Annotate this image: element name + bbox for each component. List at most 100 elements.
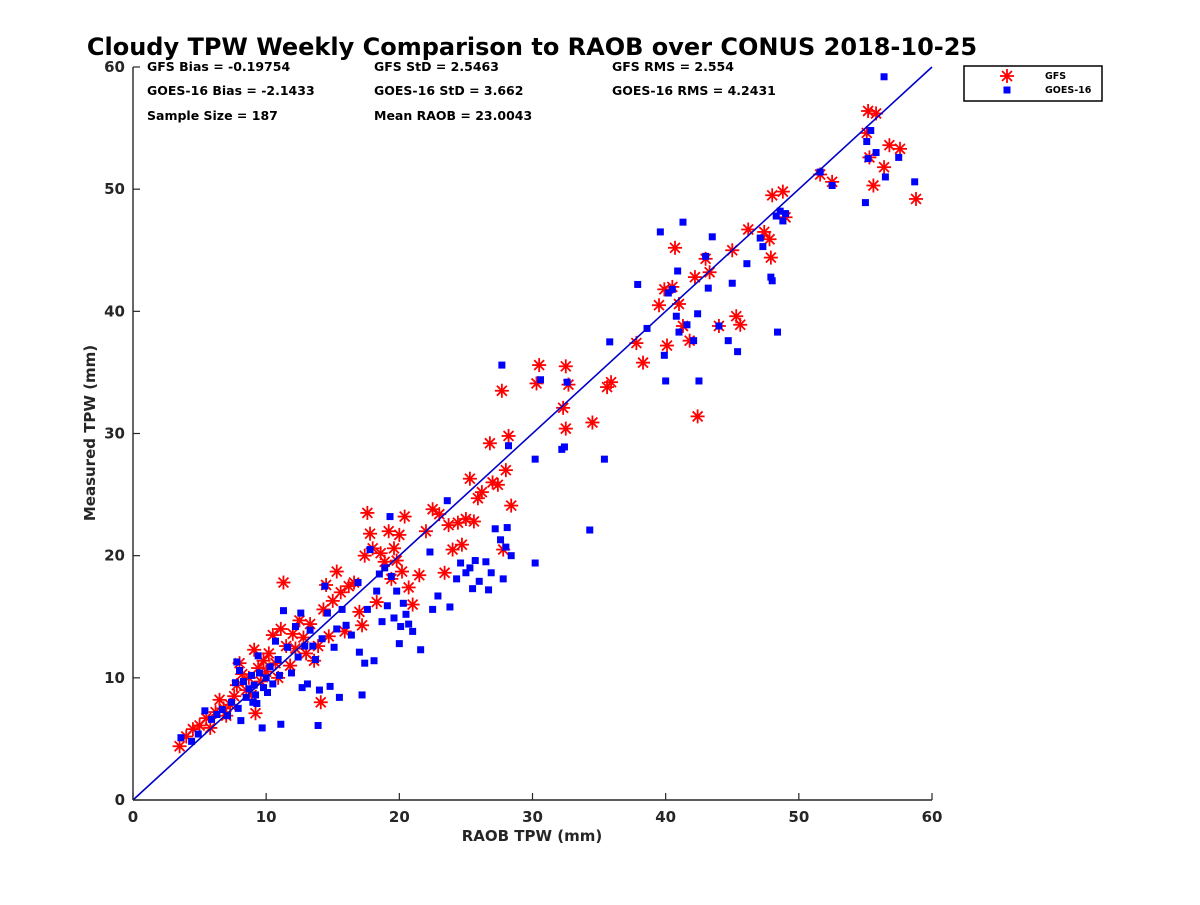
goes16-point (664, 289, 672, 297)
goes16-point (715, 322, 723, 330)
goes16-point (294, 653, 302, 661)
goes16-point (672, 312, 680, 320)
x-tick-label: 30 (522, 808, 543, 826)
goes16-point (279, 607, 287, 615)
goes16-point (446, 603, 454, 611)
goes16-point (301, 642, 309, 650)
goes16-point (298, 684, 306, 692)
goes16-point (816, 168, 824, 176)
goes16-point (177, 734, 185, 742)
y-tick-label: 20 (104, 547, 125, 565)
goes16-point (315, 686, 323, 694)
goes16-point (236, 667, 244, 675)
x-tick-label: 10 (256, 808, 277, 826)
legend-box (963, 65, 1103, 102)
goes16-point (252, 691, 260, 699)
gfs-point (558, 359, 573, 374)
gfs-point (501, 428, 516, 443)
goes16-point (695, 377, 703, 385)
legend-label-gfs: GFS (1045, 71, 1066, 82)
goes16-point (287, 669, 295, 677)
goes16-point (675, 328, 683, 336)
gfs-point (387, 541, 402, 556)
goes16-point (734, 348, 742, 356)
goes16-point (505, 442, 513, 450)
gfs-point (405, 597, 420, 612)
gfs-point (248, 706, 263, 721)
goes16-point (373, 587, 381, 595)
y-tick-label: 50 (104, 180, 125, 198)
goes16-point (260, 684, 268, 692)
gfs-point (401, 580, 416, 595)
gfs-point (532, 358, 547, 373)
gfs-point (490, 477, 505, 492)
goes16-point (563, 378, 571, 386)
goes16-point (269, 680, 277, 688)
goes16-point (507, 552, 515, 560)
y-tick-label: 0 (115, 791, 125, 809)
gfs-point (397, 509, 412, 524)
stat-gfs-std: GFS StD = 2.5463 (374, 59, 499, 74)
stat-goes16-bias: GOES-16 Bias = -2.1433 (147, 83, 315, 98)
goes16-point (457, 559, 465, 567)
goes16-point (895, 153, 903, 161)
goes16-point (303, 680, 311, 688)
goes16-point (767, 273, 775, 281)
goes16-point (417, 646, 425, 654)
goes16-point (254, 652, 262, 660)
gfs-point (369, 595, 384, 610)
stat-sample-size: Sample Size = 187 (147, 108, 278, 123)
gfs-point (882, 138, 897, 153)
goes16-point (497, 536, 505, 544)
goes16-point (683, 321, 691, 329)
gfs-point (381, 524, 396, 539)
gfs-point (556, 400, 571, 415)
goes16-point (679, 218, 687, 226)
legend-marker-gfs (1000, 69, 1014, 83)
stat-mean-raob: Mean RAOB = 23.0043 (374, 108, 532, 123)
stat-goes16-std: GOES-16 StD = 3.662 (374, 83, 523, 98)
goes16-point (426, 548, 434, 556)
goes16-point (536, 376, 544, 384)
goes16-point (782, 210, 790, 218)
goes16-point (347, 631, 355, 639)
goes16-point (370, 657, 378, 665)
y-tick-label: 30 (104, 425, 125, 443)
goes16-point (634, 280, 642, 288)
goes16-point (338, 605, 346, 613)
x-tick-label: 20 (389, 808, 410, 826)
goes16-point (503, 524, 511, 532)
goes16-point (208, 715, 216, 723)
gfs-point (283, 658, 298, 673)
goes16-point (330, 643, 338, 651)
goes16-point (606, 338, 614, 346)
gfs-point (172, 739, 187, 754)
goes16-point (482, 558, 490, 566)
gfs-point (494, 383, 509, 398)
goes16-point (487, 569, 495, 577)
gfs-point (325, 593, 340, 608)
goes16-point (863, 138, 871, 146)
goes16-point (756, 234, 764, 242)
goes16-point (393, 587, 401, 595)
gfs-point (893, 141, 908, 156)
goes16-point (656, 228, 664, 236)
goes16-point (366, 546, 374, 554)
gfs-point (529, 376, 544, 391)
goes16-point (702, 252, 710, 260)
gfs-point (474, 485, 489, 500)
gfs-point (687, 270, 702, 285)
goes16-point (586, 526, 594, 534)
gfs-point (498, 463, 513, 478)
goes16-point (600, 455, 608, 463)
gfs-point (504, 498, 519, 513)
goes16-point (531, 455, 539, 463)
y-axis-label: Measured TPW (mm) (81, 345, 99, 521)
gfs-point (866, 178, 881, 193)
gfs-point (360, 505, 375, 520)
legend-marker-goes16 (1003, 86, 1011, 94)
gfs-point (482, 436, 497, 451)
gfs-point (247, 642, 262, 657)
goes16-point (326, 682, 334, 690)
